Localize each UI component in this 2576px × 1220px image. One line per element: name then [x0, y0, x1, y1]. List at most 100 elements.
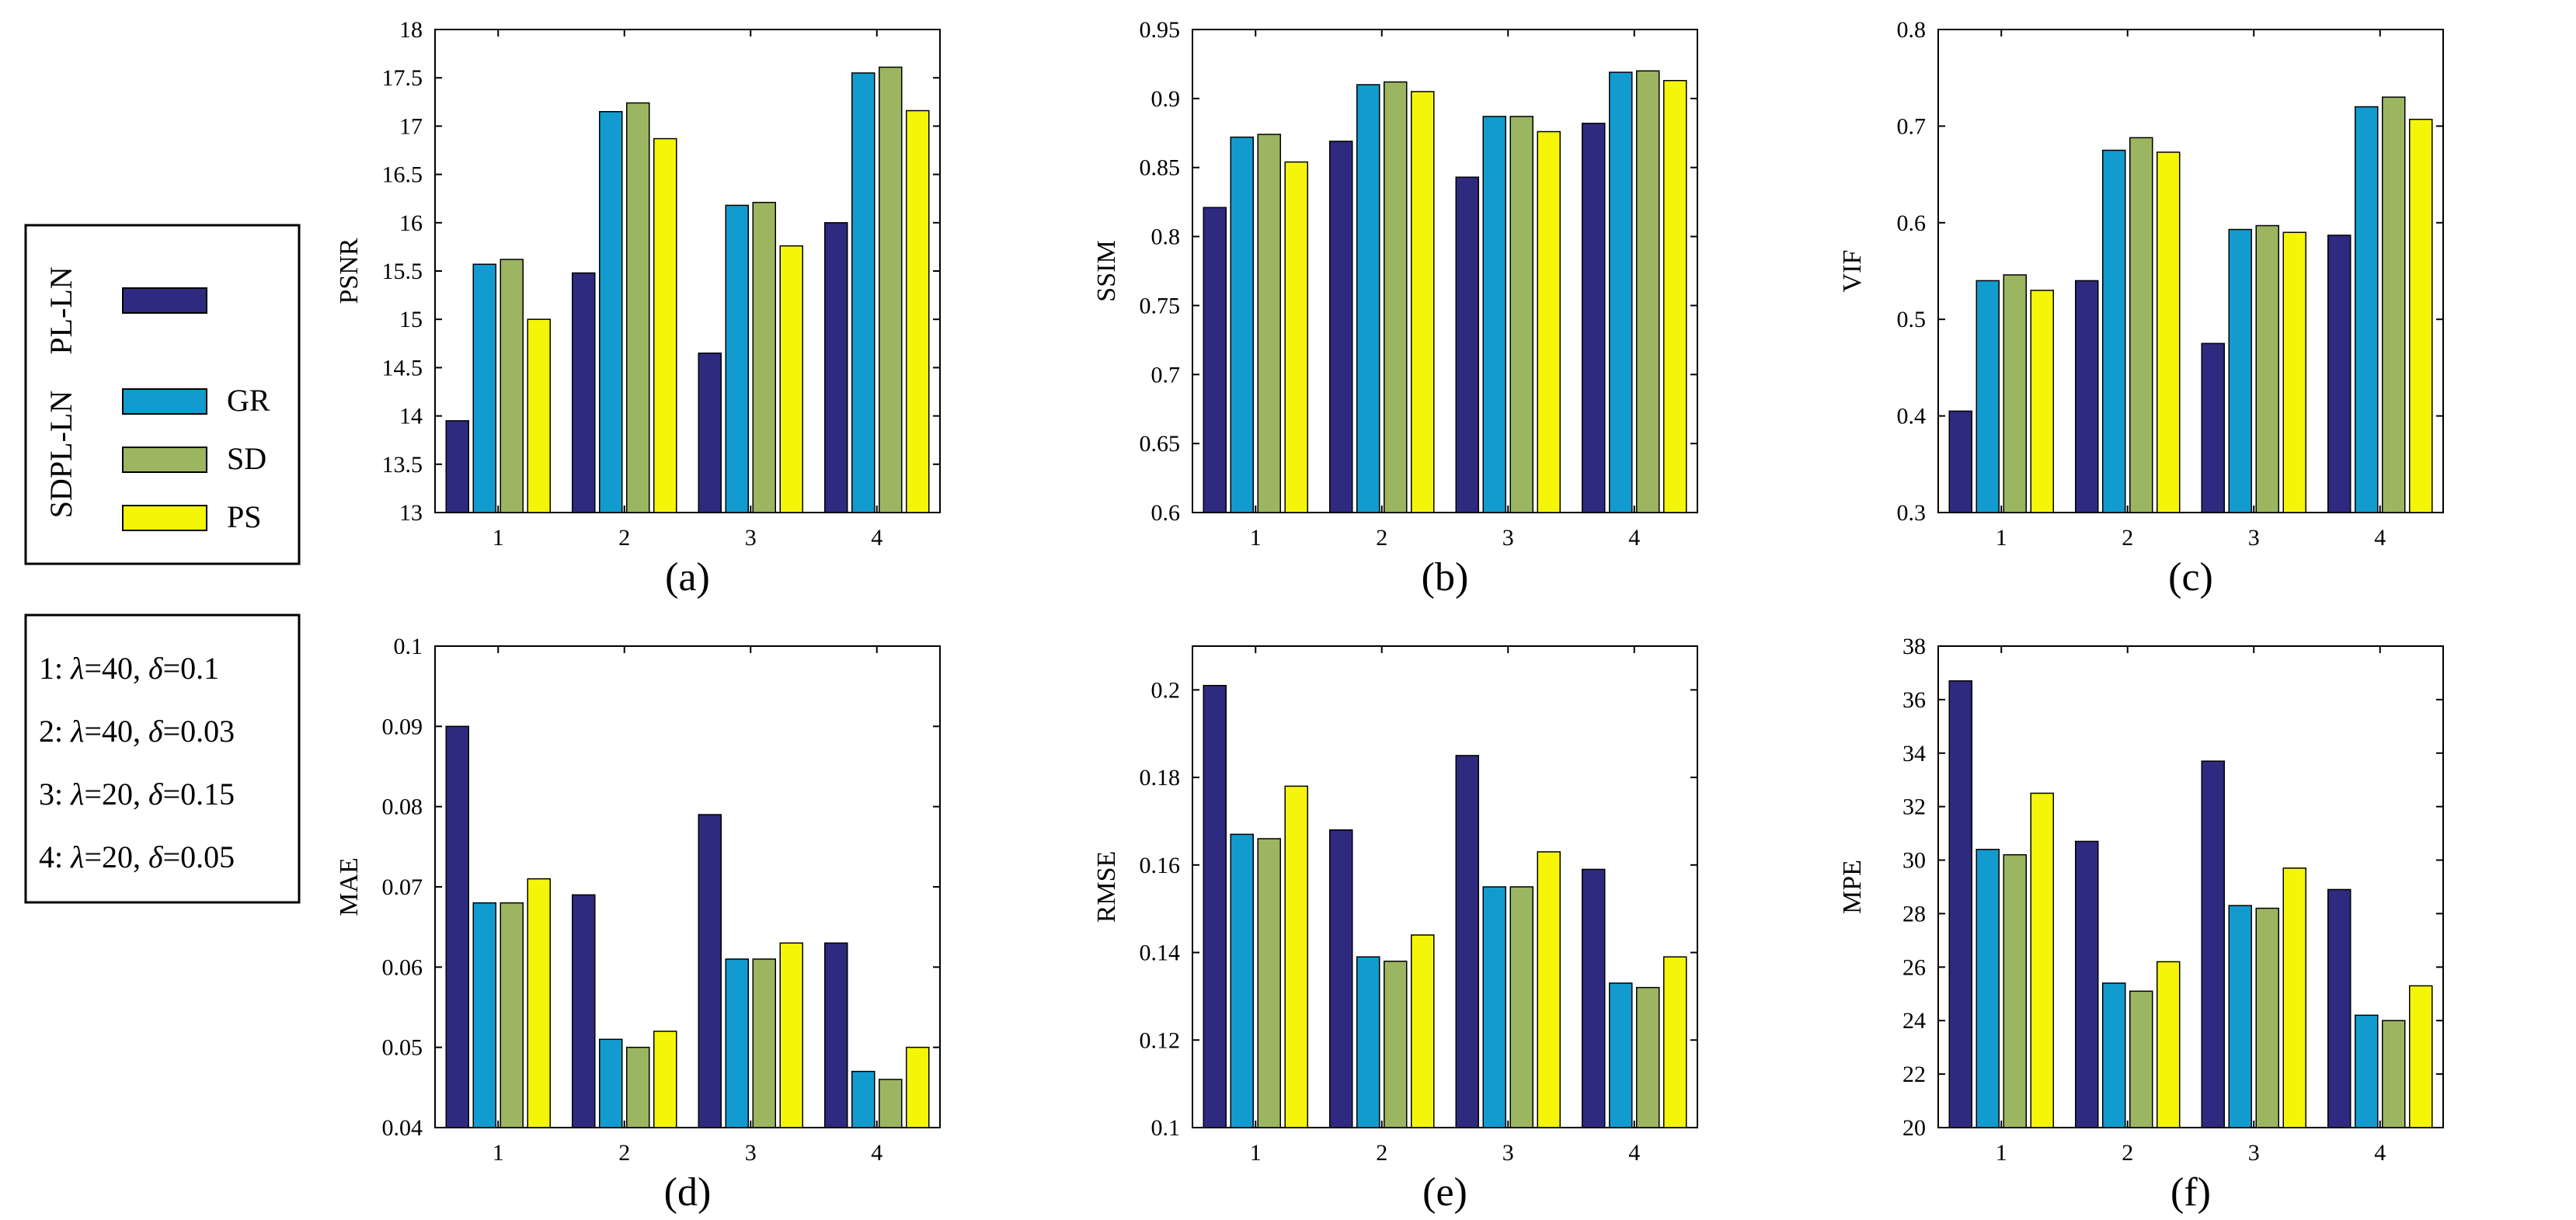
- bar-series-1-group-2: [572, 272, 596, 513]
- bar-gr-group-4: [1609, 982, 1633, 1128]
- legend-label-gr: GR: [227, 383, 270, 418]
- bar-sd-group-3: [2255, 907, 2279, 1128]
- bar-series-1-group-3: [2201, 342, 2225, 513]
- parameter-row-1: 1: λ=40, δ=0.1: [39, 651, 219, 686]
- y-tick-label: 0.4: [1897, 404, 1927, 429]
- y-tick-label: 18: [399, 17, 423, 43]
- bar-sd-group-2: [626, 102, 650, 513]
- legend-swatch-sd: [122, 447, 207, 473]
- bar-ps-group-1: [527, 878, 551, 1128]
- bar-series-1-group-1: [1203, 684, 1227, 1128]
- y-tick-label: 0.8: [1897, 17, 1927, 43]
- x-tick-label: 2: [2122, 525, 2133, 551]
- bar-ps-group-2: [653, 1031, 677, 1128]
- bar-series-1-group-1: [445, 725, 469, 1128]
- x-tick-label: 3: [1502, 525, 1514, 551]
- x-tick-label: 4: [1628, 1140, 1640, 1166]
- bar-series-1-group-4: [2327, 235, 2351, 513]
- y-tick-label: 26: [1902, 954, 1926, 980]
- parameter-legend: 1: λ=40, δ=0.1 2: λ=40, δ=0.03 3: λ=20, …: [24, 613, 301, 904]
- panel-label: (c): [2168, 555, 2213, 600]
- bar-ps-group-1: [1284, 161, 1308, 513]
- x-tick-label: 1: [493, 1140, 504, 1166]
- x-tick-label: 1: [1250, 1140, 1262, 1166]
- y-tick-label: 0.08: [382, 794, 423, 820]
- x-tick-label: 3: [2248, 1140, 2260, 1166]
- bar-sd-group-1: [1257, 134, 1281, 513]
- y-tick-label: 34: [1902, 741, 1926, 766]
- bar-gr-group-1: [1230, 833, 1254, 1128]
- x-tick-label: 2: [2122, 1140, 2133, 1166]
- y-tick-label: 15.5: [382, 259, 423, 284]
- panel-label: (d): [664, 1170, 712, 1215]
- bar-sd-group-1: [1257, 838, 1281, 1128]
- y-tick-label: 0.7: [1897, 113, 1927, 139]
- bar-sd-group-4: [2382, 96, 2406, 513]
- y-tick-label: 0.6: [1151, 500, 1181, 526]
- legend-swatch-gr: [122, 388, 207, 415]
- x-tick-label: 2: [1376, 525, 1387, 551]
- x-tick-label: 2: [618, 525, 630, 551]
- bar-ps-group-4: [1663, 80, 1687, 513]
- x-tick-label: 2: [618, 1140, 630, 1166]
- y-tick-label: 16.5: [382, 162, 423, 188]
- x-tick-label: 4: [2374, 1140, 2386, 1166]
- bar-sd-group-4: [879, 66, 903, 513]
- bar-series-1-group-1: [445, 420, 469, 513]
- bar-sd-group-3: [1509, 886, 1533, 1128]
- bar-ps-group-2: [653, 137, 677, 513]
- legend-label-sd: SD: [227, 441, 266, 476]
- y-tick-label: 0.12: [1140, 1027, 1181, 1053]
- bar-series-1-group-4: [2327, 888, 2351, 1128]
- bar-ps-group-4: [906, 109, 930, 513]
- y-tick-label: 30: [1902, 848, 1926, 874]
- bar-series-1-group-1: [1948, 410, 1972, 513]
- bar-gr-group-2: [2102, 149, 2126, 513]
- bar-ps-group-2: [2157, 961, 2181, 1128]
- x-tick-label: 2: [1376, 1140, 1387, 1166]
- chart-panel-d: 0.04 0.05 0.06 0.07 0.08 0.09 0.1 1 2 3 4 MAE (d): [335, 634, 941, 1215]
- y-tick-label: 0.65: [1140, 431, 1181, 457]
- y-tick-label: 0.2: [1151, 677, 1181, 703]
- bar-gr-group-1: [1230, 136, 1254, 513]
- y-tick-label: 0.04: [382, 1115, 423, 1141]
- y-axis-label: PSNR: [335, 238, 364, 304]
- bar-series-1-group-1: [1948, 680, 1972, 1128]
- y-tick-label: 0.6: [1897, 210, 1927, 236]
- bar-series-1-group-2: [2075, 280, 2099, 513]
- bar-series-1-group-2: [2075, 840, 2099, 1128]
- x-tick-label: 3: [1502, 1140, 1514, 1166]
- x-tick-label: 3: [2248, 525, 2260, 551]
- legend: PL-LN SDPL-LN GR SD PS: [24, 224, 301, 565]
- bar-sd-group-3: [752, 201, 776, 513]
- bar-ps-group-3: [2282, 867, 2306, 1128]
- y-tick-label: 0.1: [1151, 1115, 1181, 1141]
- bar-ps-group-4: [2409, 118, 2433, 513]
- bar-sd-group-2: [2129, 990, 2153, 1128]
- y-tick-label: 0.06: [382, 954, 423, 980]
- y-tick-label: 0.9: [1151, 86, 1181, 112]
- bar-ps-group-3: [779, 245, 803, 513]
- bar-series-1-group-3: [698, 814, 722, 1128]
- panel-label: (a): [665, 555, 710, 600]
- bar-gr-group-2: [2102, 982, 2126, 1128]
- y-tick-label: 36: [1902, 687, 1926, 713]
- x-tick-label: 4: [1628, 525, 1640, 551]
- y-tick-label: 0.85: [1140, 155, 1181, 181]
- y-tick-label: 0.14: [1140, 940, 1181, 966]
- y-tick-label: 38: [1902, 634, 1926, 659]
- bar-gr-group-1: [1976, 280, 2000, 513]
- bar-series-1-group-3: [1455, 755, 1479, 1128]
- y-tick-label: 17.5: [382, 65, 423, 91]
- bar-sd-group-3: [1509, 116, 1533, 513]
- bar-series-1-group-4: [1582, 123, 1606, 513]
- bar-sd-group-4: [1636, 70, 1660, 513]
- bar-gr-group-3: [725, 204, 749, 513]
- x-tick-label: 4: [871, 525, 882, 551]
- y-axis-label: MAE: [335, 857, 364, 916]
- bar-sd-group-3: [752, 958, 776, 1128]
- legend-rotated-label-sdpl-ln: SDPL-LN: [44, 391, 78, 518]
- y-tick-label: 0.07: [382, 874, 423, 900]
- bar-ps-group-1: [2030, 290, 2054, 513]
- bar-gr-group-2: [1356, 956, 1380, 1128]
